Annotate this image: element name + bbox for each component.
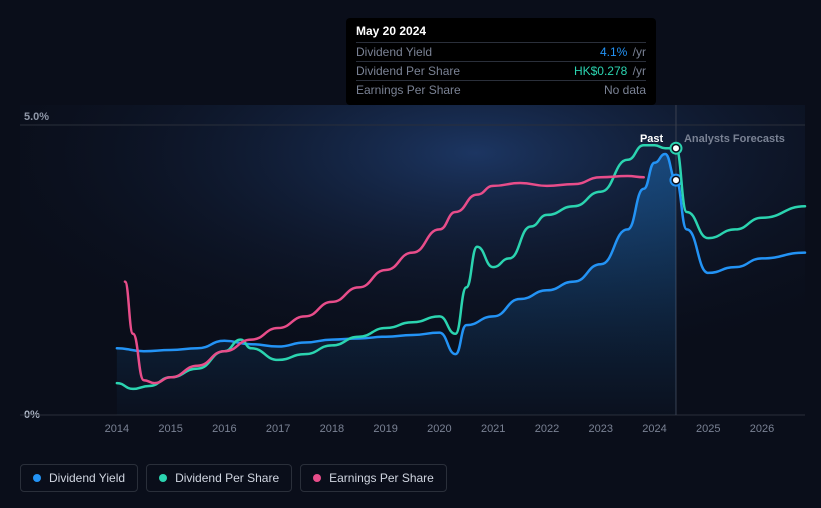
legend-label: Earnings Per Share — [329, 471, 434, 485]
legend-dot — [159, 474, 167, 482]
chart-tooltip: May 20 2024 Dividend Yield4.1% /yrDivide… — [346, 18, 656, 105]
tooltip-row-label: Dividend Yield — [356, 45, 432, 59]
tooltip-row-value-wrap: HK$0.278 /yr — [574, 64, 646, 78]
tooltip-row-value: No data — [604, 83, 646, 97]
legend-item[interactable]: Earnings Per Share — [300, 464, 447, 492]
x-axis-tick: 2023 — [588, 423, 612, 435]
forecast-label: Analysts Forecasts — [684, 133, 785, 145]
x-axis-tick: 2024 — [642, 423, 666, 435]
tooltip-row-value: 4.1% — [600, 45, 627, 59]
legend-dot — [33, 474, 41, 482]
x-axis-tick: 2018 — [320, 423, 344, 435]
plot-area[interactable] — [20, 105, 805, 425]
tooltip-row-suffix: /yr — [629, 64, 646, 78]
legend-label: Dividend Per Share — [175, 471, 279, 485]
past-label: Past — [640, 133, 663, 145]
chart-legend: Dividend Yield Dividend Per Share Earnings… — [20, 464, 447, 492]
dividend-chart: May 20 2024 Dividend Yield4.1% /yrDivide… — [0, 0, 821, 508]
tooltip-row-suffix: /yr — [629, 45, 646, 59]
x-axis-tick: 2025 — [696, 423, 720, 435]
x-axis-tick: 2021 — [481, 423, 505, 435]
tooltip-row-label: Earnings Per Share — [356, 83, 461, 97]
x-axis-tick: 2022 — [535, 423, 559, 435]
x-axis-tick: 2020 — [427, 423, 451, 435]
x-axis-tick: 2016 — [212, 423, 236, 435]
tooltip-row-value-wrap: No data — [604, 83, 646, 97]
tooltip-row: Dividend Per Share HK$0.278 /yr — [356, 61, 646, 80]
x-axis-tick: 2019 — [373, 423, 397, 435]
tooltip-row-label: Dividend Per Share — [356, 64, 460, 78]
legend-dot — [313, 474, 321, 482]
x-axis-tick: 2017 — [266, 423, 290, 435]
x-axis-tick: 2015 — [158, 423, 182, 435]
x-axis-tick: 2026 — [750, 423, 774, 435]
legend-label: Dividend Yield — [49, 471, 125, 485]
tooltip-row-value: HK$0.278 — [574, 64, 627, 78]
legend-item[interactable]: Dividend Yield — [20, 464, 138, 492]
tooltip-date: May 20 2024 — [356, 24, 646, 42]
x-axis-tick: 2014 — [105, 423, 129, 435]
tooltip-row-value-wrap: 4.1% /yr — [600, 45, 646, 59]
legend-item[interactable]: Dividend Per Share — [146, 464, 292, 492]
tooltip-row: Dividend Yield 4.1% /yr — [356, 42, 646, 61]
tooltip-row: Earnings Per Share No data — [356, 80, 646, 99]
